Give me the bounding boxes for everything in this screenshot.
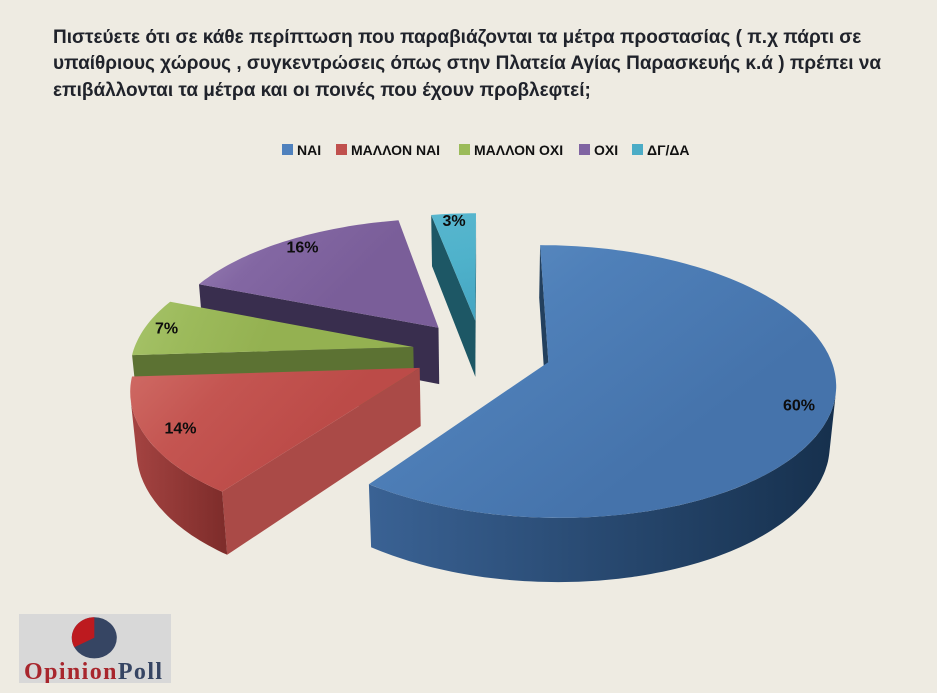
svg-text:16%: 16%	[286, 240, 318, 257]
svg-text:14%: 14%	[164, 421, 196, 438]
svg-text:60%: 60%	[783, 398, 815, 415]
svg-text:3%: 3%	[442, 213, 465, 230]
svg-text:7%: 7%	[155, 321, 178, 338]
svg-text:OpinionPoll: OpinionPoll	[24, 659, 163, 683]
